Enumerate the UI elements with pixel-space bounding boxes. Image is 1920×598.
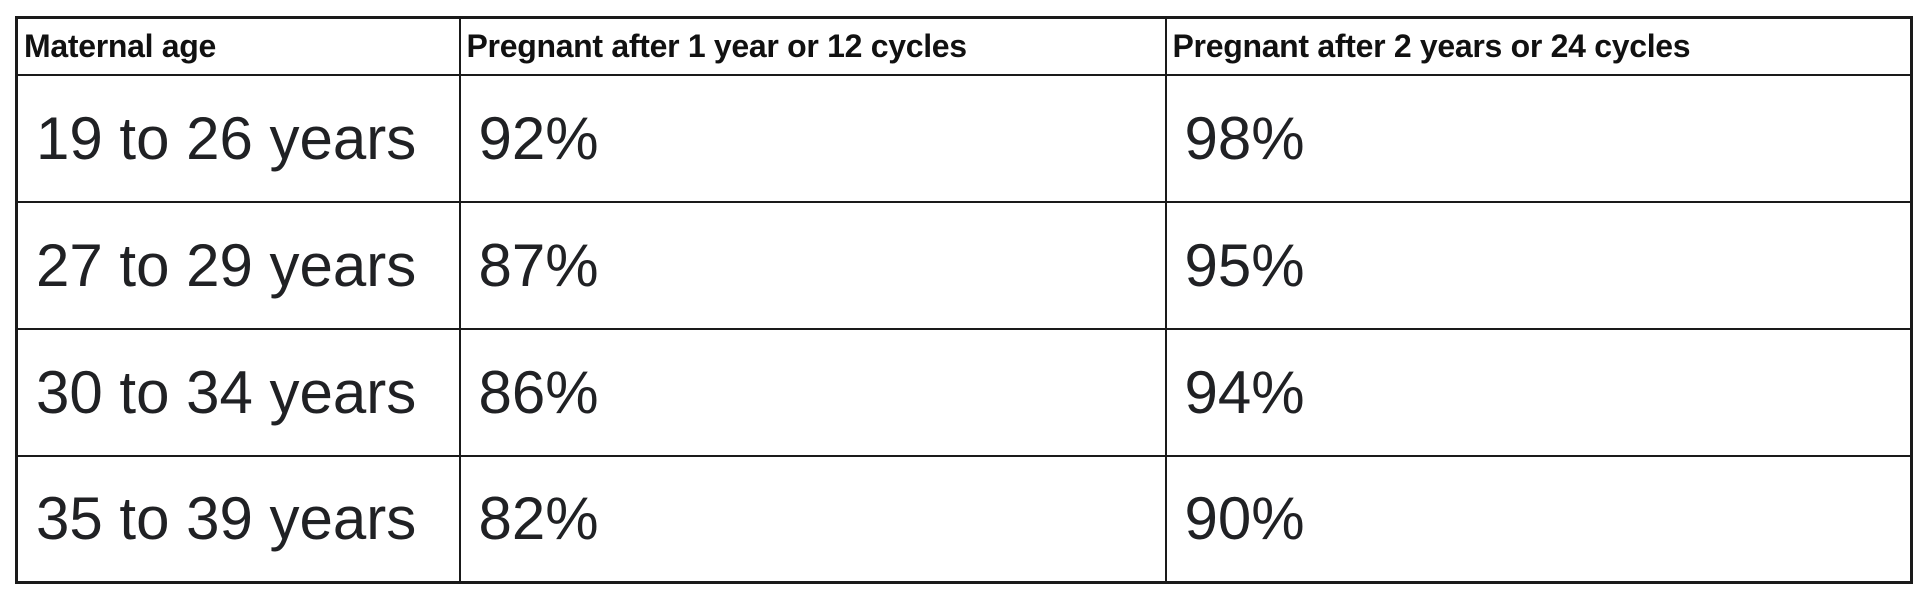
column-header-pregnant-1-year: Pregnant after 1 year or 12 cycles [458, 16, 1167, 76]
table-row: 19 to 26 years 92% 98% [15, 73, 1913, 203]
rate-after-2-years-cell: 90% [1164, 454, 1913, 584]
rate-after-2-years-cell: 98% [1164, 73, 1913, 203]
rate-after-2-years-cell: 94% [1164, 327, 1913, 457]
maternal-age-cell: 30 to 34 years [15, 327, 461, 457]
rate-after-1-year-cell: 86% [458, 327, 1167, 457]
maternal-age-cell: 35 to 39 years [15, 454, 461, 584]
maternal-age-cell: 27 to 29 years [15, 200, 461, 330]
maternal-age-cell: 19 to 26 years [15, 73, 461, 203]
rate-after-1-year-cell: 82% [458, 454, 1167, 584]
pregnancy-rates-table: Maternal age Pregnant after 1 year or 12… [15, 16, 1913, 584]
rate-after-2-years-cell: 95% [1164, 200, 1913, 330]
column-header-maternal-age: Maternal age [15, 16, 461, 76]
table-row: 35 to 39 years 82% 90% [15, 454, 1913, 584]
table-row: 30 to 34 years 86% 94% [15, 327, 1913, 457]
rate-after-1-year-cell: 92% [458, 73, 1167, 203]
column-header-pregnant-2-years: Pregnant after 2 years or 24 cycles [1164, 16, 1913, 76]
header-row: Maternal age Pregnant after 1 year or 12… [15, 16, 1913, 76]
table-row: 27 to 29 years 87% 95% [15, 200, 1913, 330]
rate-after-1-year-cell: 87% [458, 200, 1167, 330]
